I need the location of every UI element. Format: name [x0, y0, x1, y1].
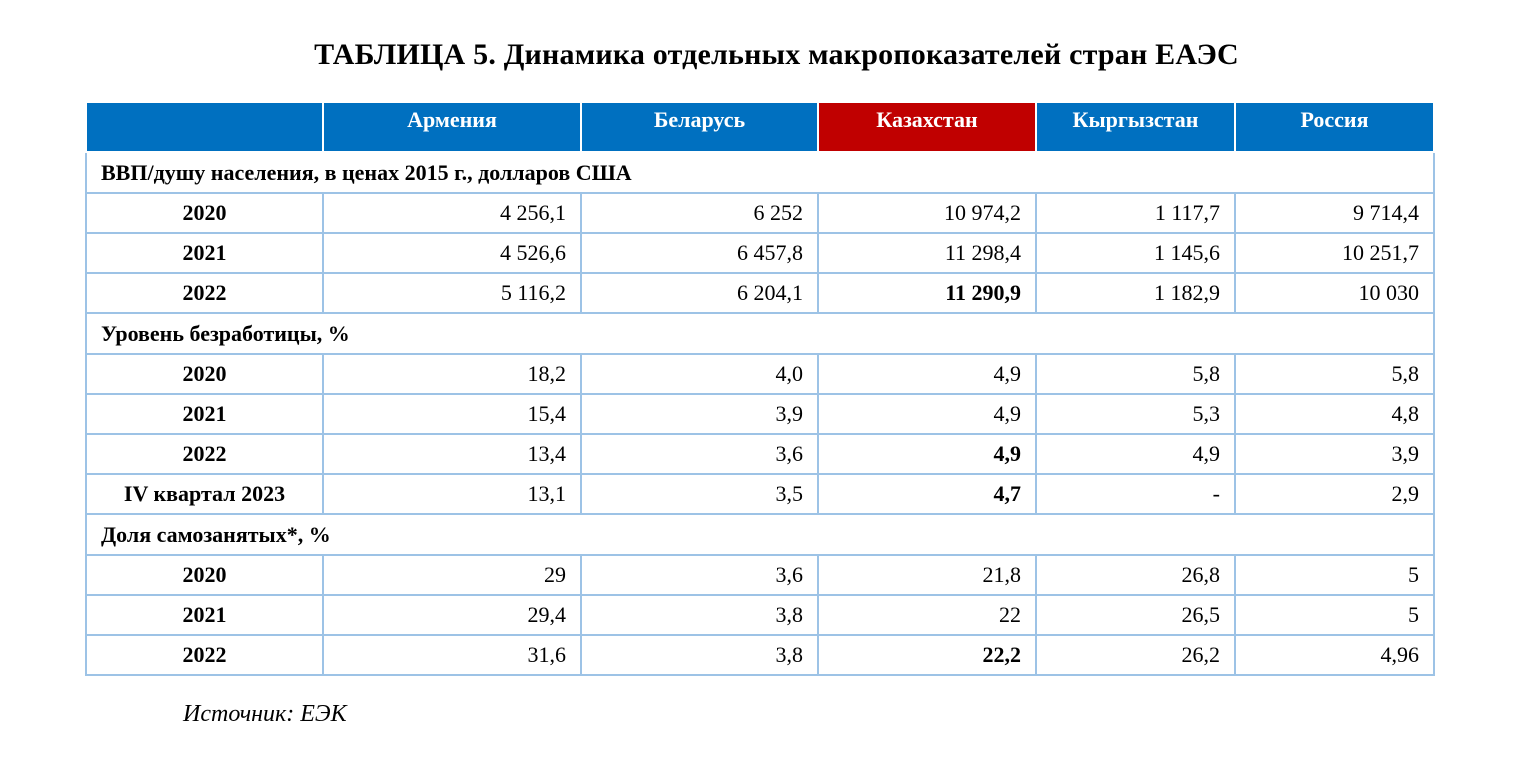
header-armenia: Армения — [322, 101, 582, 153]
cell-value: 4,9 — [1035, 433, 1236, 475]
cell-value: 9 714,4 — [1234, 192, 1435, 234]
cell-value: 29,4 — [322, 594, 582, 636]
section-row-unemployment: Уровень безработицы, % — [85, 312, 1435, 355]
cell-value: 21,8 — [817, 554, 1037, 596]
cell-value: 26,5 — [1035, 594, 1236, 636]
table-title: ТАБЛИЦА 5. Динамика отдельных макропоказ… — [314, 38, 1239, 71]
cell-value-highlighted: 11 290,9 — [817, 272, 1037, 314]
cell-value: 3,9 — [580, 393, 819, 435]
cell-value: 10 251,7 — [1234, 232, 1435, 274]
row-year: 2020 — [85, 353, 324, 395]
cell-value: 31,6 — [322, 634, 582, 676]
table-row: 2022 31,6 3,8 22,2 26,2 4,96 — [85, 634, 1435, 676]
cell-value: 3,6 — [580, 554, 819, 596]
cell-value: 5,3 — [1035, 393, 1236, 435]
row-year: 2022 — [85, 272, 324, 314]
header-russia: Россия — [1234, 101, 1435, 153]
cell-value: 4 256,1 — [322, 192, 582, 234]
cell-value: 3,8 — [580, 594, 819, 636]
cell-value: 3,8 — [580, 634, 819, 676]
section-label: Доля самозанятых*, % — [85, 513, 1435, 556]
section-label: ВВП/душу населения, в ценах 2015 г., дол… — [85, 151, 1435, 194]
row-year: 2022 — [85, 634, 324, 676]
cell-value: 2,9 — [1234, 473, 1435, 515]
cell-value: 5,8 — [1035, 353, 1236, 395]
cell-value: 6 252 — [580, 192, 819, 234]
cell-value: 15,4 — [322, 393, 582, 435]
cell-value-highlighted: 4,7 — [817, 473, 1037, 515]
cell-value: 18,2 — [322, 353, 582, 395]
cell-value: 13,1 — [322, 473, 582, 515]
cell-value: 6 457,8 — [580, 232, 819, 274]
row-year: 2021 — [85, 393, 324, 435]
source-note: Источник: ЕЭК — [183, 701, 347, 727]
row-year: 2022 — [85, 433, 324, 475]
cell-value: 5 — [1234, 554, 1435, 596]
cell-value: 26,8 — [1035, 554, 1236, 596]
table-row: 2021 4 526,6 6 457,8 11 298,4 1 145,6 10… — [85, 232, 1435, 274]
table-row: 2022 13,4 3,6 4,9 4,9 3,9 — [85, 433, 1435, 475]
row-year: 2021 — [85, 594, 324, 636]
table-row: 2022 5 116,2 6 204,1 11 290,9 1 182,9 10… — [85, 272, 1435, 314]
cell-value: 26,2 — [1035, 634, 1236, 676]
cell-value: 4,0 — [580, 353, 819, 395]
cell-value: 10 974,2 — [817, 192, 1037, 234]
cell-value-highlighted: 22,2 — [817, 634, 1037, 676]
section-row-self-employed: Доля самозанятых*, % — [85, 513, 1435, 556]
row-year: IV квартал 2023 — [85, 473, 324, 515]
cell-value: 4,9 — [817, 393, 1037, 435]
cell-value: 29 — [322, 554, 582, 596]
table-row: 2020 4 256,1 6 252 10 974,2 1 117,7 9 71… — [85, 192, 1435, 234]
cell-value: 3,9 — [1234, 433, 1435, 475]
cell-value-highlighted: 4,9 — [817, 433, 1037, 475]
cell-value: 13,4 — [322, 433, 582, 475]
macro-indicators-table: Армения Беларусь Казахстан Кыргызстан Ро… — [85, 101, 1435, 676]
cell-value: 4,9 — [817, 353, 1037, 395]
header-row: Армения Беларусь Казахстан Кыргызстан Ро… — [85, 101, 1435, 153]
cell-value: 3,6 — [580, 433, 819, 475]
cell-value: 3,5 — [580, 473, 819, 515]
cell-value: - — [1035, 473, 1236, 515]
cell-value: 5 — [1234, 594, 1435, 636]
table-row: 2020 29 3,6 21,8 26,8 5 — [85, 554, 1435, 596]
section-row-gdp: ВВП/душу населения, в ценах 2015 г., дол… — [85, 151, 1435, 194]
cell-value: 5 116,2 — [322, 272, 582, 314]
cell-value: 10 030 — [1234, 272, 1435, 314]
row-year: 2020 — [85, 554, 324, 596]
cell-value: 4 526,6 — [322, 232, 582, 274]
cell-value: 11 298,4 — [817, 232, 1037, 274]
cell-value: 1 117,7 — [1035, 192, 1236, 234]
cell-value: 1 145,6 — [1035, 232, 1236, 274]
section-label: Уровень безработицы, % — [85, 312, 1435, 355]
row-year: 2021 — [85, 232, 324, 274]
header-corner — [85, 101, 324, 153]
cell-value: 4,96 — [1234, 634, 1435, 676]
cell-value: 5,8 — [1234, 353, 1435, 395]
cell-value: 4,8 — [1234, 393, 1435, 435]
cell-value: 22 — [817, 594, 1037, 636]
header-belarus: Беларусь — [580, 101, 819, 153]
table-row: 2020 18,2 4,0 4,9 5,8 5,8 — [85, 353, 1435, 395]
row-year: 2020 — [85, 192, 324, 234]
cell-value: 6 204,1 — [580, 272, 819, 314]
cell-value: 1 182,9 — [1035, 272, 1236, 314]
table-row: 2021 15,4 3,9 4,9 5,3 4,8 — [85, 393, 1435, 435]
header-kyrgyzstan: Кыргызстан — [1035, 101, 1236, 153]
table-row: 2021 29,4 3,8 22 26,5 5 — [85, 594, 1435, 636]
header-kazakhstan: Казахстан — [817, 101, 1037, 153]
table-row: IV квартал 2023 13,1 3,5 4,7 - 2,9 — [85, 473, 1435, 515]
